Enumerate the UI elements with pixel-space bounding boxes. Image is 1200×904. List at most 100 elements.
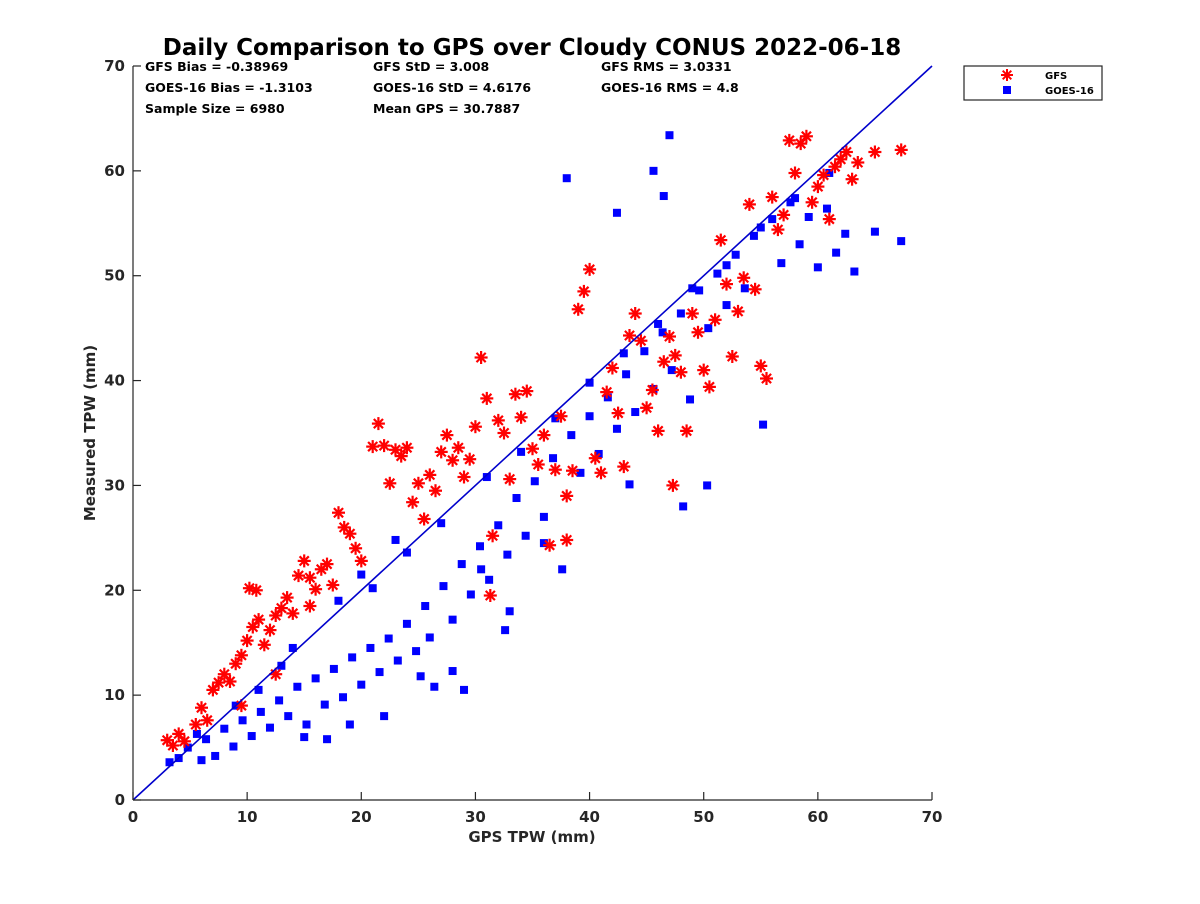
goes16-point xyxy=(625,480,634,489)
goes16-point xyxy=(448,667,457,676)
gfs-point xyxy=(588,451,602,465)
gfs-point xyxy=(172,727,186,741)
gfs-point xyxy=(366,440,380,454)
goes16-point xyxy=(494,521,503,530)
gfs-point xyxy=(463,452,477,466)
goes16-point xyxy=(501,626,510,635)
goes16-point xyxy=(202,735,211,744)
goes16-point xyxy=(277,661,286,670)
goes16-point xyxy=(192,729,201,738)
gfs-point xyxy=(674,365,688,379)
gfs-point xyxy=(451,441,465,455)
goes16-point xyxy=(722,261,731,270)
chart-title: Daily Comparison to GPS over Cloudy CONU… xyxy=(163,35,901,61)
goes16-point xyxy=(512,494,521,503)
goes16-point xyxy=(288,643,297,652)
gfs-point xyxy=(474,351,488,364)
goes16-point xyxy=(448,615,457,624)
gfs-point xyxy=(303,571,317,585)
goes16-point xyxy=(665,131,674,140)
goes16-point xyxy=(667,366,676,375)
goes16-point xyxy=(813,263,822,272)
goes16-point xyxy=(197,756,206,765)
y-tick-label: 0 xyxy=(115,791,125,809)
goes16-point xyxy=(254,685,263,694)
one-to-one-line xyxy=(132,65,933,801)
goes16-point xyxy=(348,653,357,662)
goes16-point xyxy=(549,454,558,463)
gfs-point xyxy=(617,460,631,474)
gfs-point xyxy=(406,495,420,509)
goes16-point xyxy=(658,328,667,337)
goes16-point xyxy=(676,309,685,318)
goes16-point xyxy=(654,319,663,328)
x-tick-label: 70 xyxy=(922,808,943,826)
goes16-point xyxy=(284,712,293,721)
gfs-point xyxy=(623,329,636,342)
y-tick-label: 20 xyxy=(104,581,125,599)
gfs-point xyxy=(303,599,317,613)
gfs-point xyxy=(223,675,237,688)
goes16-point xyxy=(713,269,722,278)
goes16-bias: GOES-16 Bias = -1.3103 xyxy=(145,80,313,95)
legend-goes16-marker xyxy=(1003,86,1011,94)
goes16-point xyxy=(334,596,343,605)
goes16-point xyxy=(211,751,220,760)
gfs-point xyxy=(497,426,511,440)
goes16-point xyxy=(265,723,274,732)
gfs-point xyxy=(520,384,534,398)
goes16-rms: GOES-16 RMS = 4.8 xyxy=(601,80,739,95)
x-tick-label: 20 xyxy=(351,808,372,826)
gfs-point xyxy=(200,713,214,727)
goes16-point xyxy=(791,194,800,203)
goes16-point xyxy=(503,550,512,559)
gfs-point xyxy=(332,506,345,520)
goes16-point xyxy=(722,301,731,310)
gfs-point xyxy=(799,129,813,143)
gfs-point xyxy=(742,197,756,211)
gfs-point xyxy=(839,145,853,159)
goes16-point xyxy=(756,223,765,232)
gfs-point xyxy=(777,208,791,222)
gfs-point xyxy=(583,262,597,276)
goes16-point xyxy=(412,647,421,656)
gfs-point xyxy=(651,424,665,438)
gfs-point xyxy=(212,676,226,690)
gfs-point xyxy=(206,683,220,697)
goes16-point xyxy=(822,204,831,213)
gfs-point xyxy=(868,145,882,159)
gfs-point xyxy=(269,609,283,622)
gfs-point xyxy=(240,634,254,648)
x-tick-label: 40 xyxy=(579,808,600,826)
gfs-point xyxy=(794,137,808,151)
gfs-point xyxy=(894,143,908,157)
gfs-point xyxy=(666,478,680,492)
gfs-point xyxy=(526,442,539,456)
goes16-point xyxy=(777,259,786,268)
gfs-point xyxy=(817,168,831,182)
goes16-point xyxy=(380,712,389,721)
gfs-point xyxy=(811,180,825,194)
gfs-point xyxy=(560,533,574,547)
y-tick-label: 70 xyxy=(104,57,125,75)
gfs-point xyxy=(257,638,271,652)
goes16-point xyxy=(795,240,804,249)
gfs-point xyxy=(286,606,300,620)
gfs-point xyxy=(708,313,722,327)
y-tick-label: 10 xyxy=(104,686,125,704)
gfs-point xyxy=(417,512,431,526)
goes16-point xyxy=(759,420,768,429)
goes16-point xyxy=(517,447,526,456)
gfs-point xyxy=(189,718,203,731)
gfs-point xyxy=(822,212,836,226)
mean-gps: Mean GPS = 30.7887 xyxy=(373,101,520,116)
goes16-point xyxy=(466,590,475,599)
goes16-point xyxy=(649,166,658,175)
gfs-point xyxy=(577,284,591,298)
gfs-point xyxy=(234,648,248,662)
goes16-point xyxy=(897,237,906,246)
gfs-rms: GFS RMS = 3.0331 xyxy=(601,59,732,74)
gfs-point xyxy=(782,133,796,147)
goes16-point xyxy=(384,634,393,643)
